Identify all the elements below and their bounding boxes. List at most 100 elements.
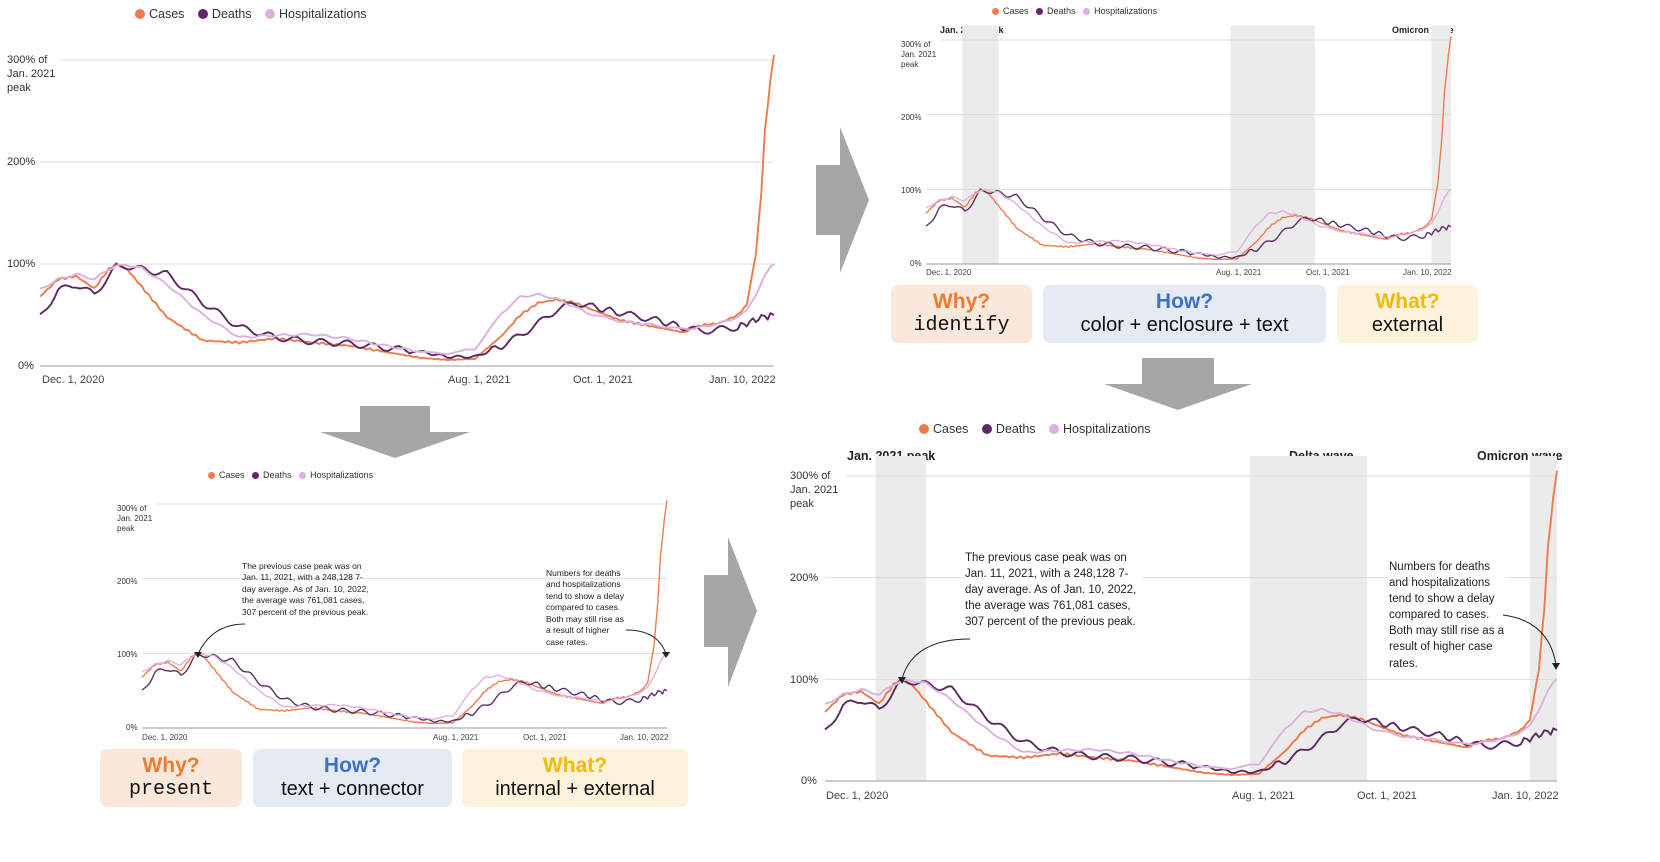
chart-plot-2 bbox=[925, 25, 1452, 265]
why-answer: present bbox=[128, 778, 213, 801]
x-tick-oct: Oct. 1, 2021 bbox=[1357, 790, 1417, 802]
chart-plot-4 bbox=[824, 456, 1558, 782]
y-tick-0: 0% bbox=[126, 723, 138, 732]
how-question: How? bbox=[1155, 290, 1214, 313]
deaths-legend-dot bbox=[252, 472, 260, 479]
series-line-deaths bbox=[39, 262, 775, 359]
legend-cases: Cases bbox=[149, 7, 185, 21]
x-tick-dec: Dec. 1, 2020 bbox=[142, 733, 188, 742]
y-tick-0: 0% bbox=[910, 259, 922, 268]
x-tick-aug: Aug. 1, 2021 bbox=[1216, 268, 1262, 277]
series-line-hospitalizations bbox=[141, 652, 668, 720]
series-line-deaths bbox=[925, 188, 1452, 259]
arrow-right-bottom bbox=[704, 537, 757, 687]
y-axis-top-label: 300% of Jan. 2021 peak bbox=[7, 54, 56, 94]
legend-deaths: Deaths bbox=[263, 470, 292, 480]
y-tick-100: 100% bbox=[790, 674, 819, 686]
cases-legend-dot bbox=[135, 9, 145, 19]
hospitalizations-legend-dot bbox=[1049, 424, 1060, 434]
chart-legend-2: Cases Deaths Hospitalizations bbox=[992, 6, 1167, 16]
hospitalizations-legend-dot bbox=[1083, 8, 1091, 15]
legend-deaths: Deaths bbox=[995, 422, 1036, 436]
series-line-cases bbox=[925, 36, 1452, 261]
cases-legend-dot bbox=[208, 472, 215, 479]
wave-highlight-0 bbox=[962, 25, 999, 264]
legend-hospitalizations: Hospitalizations bbox=[279, 7, 367, 21]
series-line-cases bbox=[824, 470, 1558, 777]
deaths-legend-dot bbox=[981, 424, 992, 434]
why-tag-identify: Why? identify bbox=[891, 285, 1032, 343]
x-tick-aug: Aug. 1, 2021 bbox=[1232, 790, 1295, 802]
x-tick-dec: Dec. 1, 2020 bbox=[826, 790, 889, 802]
legend-cases: Cases bbox=[1003, 6, 1029, 16]
cases-legend-dot bbox=[919, 424, 929, 434]
what-answer: internal + external bbox=[495, 778, 655, 800]
why-answer: identify bbox=[913, 314, 1010, 337]
series-line-deaths bbox=[824, 678, 1558, 774]
wave-highlight-0 bbox=[875, 456, 927, 781]
y-tick-0: 0% bbox=[18, 360, 34, 372]
panel-identify-chart: Cases Deaths Hospitalizations Jan. 2021 … bbox=[860, 0, 1660, 290]
series-line-hospitalizations bbox=[39, 263, 775, 356]
y-tick-200: 200% bbox=[117, 577, 138, 586]
x-tick-oct: Oct. 1, 2021 bbox=[523, 733, 567, 742]
y-axis-top-label: 300% of Jan. 2021 peak bbox=[117, 504, 153, 533]
x-tick-dec: Dec. 1, 2020 bbox=[42, 374, 105, 386]
y-tick-0: 0% bbox=[801, 775, 817, 787]
hospitalizations-legend-dot bbox=[265, 9, 276, 19]
what-question: What? bbox=[542, 754, 608, 777]
panel-present-chart: Cases Deaths Hospitalizations 300% of Jan… bbox=[100, 460, 700, 750]
arrow-down-right bbox=[1104, 358, 1252, 410]
legend-deaths: Deaths bbox=[1047, 6, 1076, 16]
y-tick-200: 200% bbox=[901, 113, 922, 122]
x-tick-oct: Oct. 1, 2021 bbox=[573, 374, 633, 386]
y-tick-100: 100% bbox=[901, 186, 922, 195]
x-tick-dec: Dec. 1, 2020 bbox=[926, 268, 972, 277]
connector-arrow-peak bbox=[194, 623, 246, 658]
how-tag-identify: How? color + enclosure + text bbox=[1043, 285, 1326, 343]
series-line-cases bbox=[39, 54, 775, 362]
annotation-previous-peak: The previous case peak was on Jan. 11, 2… bbox=[965, 550, 1143, 631]
wave-highlight-1 bbox=[1249, 456, 1368, 781]
x-tick-oct: Oct. 1, 2021 bbox=[1306, 268, 1350, 277]
annotation-delay: Numbers for deaths and hospitalizations … bbox=[1389, 559, 1507, 672]
chart-legend: Cases Deaths Hospitalizations bbox=[135, 7, 377, 21]
deaths-legend-dot bbox=[197, 9, 208, 19]
series-line-hospitalizations bbox=[925, 188, 1452, 256]
chart-legend-4: Cases Deaths Hospitalizations bbox=[919, 422, 1161, 436]
legend-hospitalizations: Hospitalizations bbox=[1094, 6, 1158, 16]
legend-cases: Cases bbox=[219, 470, 245, 480]
hospitalizations-legend-dot bbox=[299, 472, 307, 479]
y-tick-200: 200% bbox=[790, 572, 819, 584]
what-tag-identify: What? external bbox=[1337, 285, 1478, 343]
x-tick-aug: Aug. 1, 2021 bbox=[448, 374, 511, 386]
what-question: What? bbox=[1375, 290, 1440, 313]
why-tag-present: Why? present bbox=[100, 749, 242, 807]
arrow-down-left bbox=[320, 406, 470, 458]
how-question: How? bbox=[323, 754, 382, 777]
how-tag-present: How? text + connector bbox=[253, 749, 452, 807]
x-tick-aug: Aug. 1, 2021 bbox=[433, 733, 479, 742]
annotation-delay: Numbers for deaths and hospitalizations … bbox=[546, 568, 624, 647]
arrow-right-top bbox=[816, 127, 869, 273]
what-answer: external bbox=[1371, 314, 1444, 336]
y-axis-top-label: 300% of Jan. 2021 peak bbox=[790, 470, 839, 510]
chart-plot-1 bbox=[39, 54, 775, 367]
y-tick-200: 200% bbox=[7, 156, 36, 168]
why-question: Why? bbox=[932, 290, 991, 313]
panel-original-chart: Cases Deaths Hospitalizations 300% of Jan… bbox=[0, 0, 790, 400]
connector-arrow-delay bbox=[1502, 614, 1560, 670]
legend-hospitalizations: Hospitalizations bbox=[310, 470, 374, 480]
y-tick-100: 100% bbox=[117, 650, 138, 659]
connector-arrow-delay bbox=[625, 629, 670, 658]
series-line-deaths bbox=[141, 652, 668, 723]
chart-plot-3 bbox=[141, 500, 668, 729]
what-tag-present: What? internal + external bbox=[462, 749, 688, 807]
wave-highlight-1 bbox=[1230, 25, 1315, 264]
chart-legend-3: Cases Deaths Hospitalizations bbox=[208, 470, 383, 480]
how-answer: color + enclosure + text bbox=[1080, 314, 1289, 336]
x-tick-jan: Jan. 10, 2022 bbox=[1492, 790, 1559, 802]
legend-deaths: Deaths bbox=[211, 7, 252, 21]
y-axis-top-label: 300% of Jan. 2021 peak bbox=[901, 40, 937, 69]
series-line-hospitalizations bbox=[824, 678, 1558, 771]
